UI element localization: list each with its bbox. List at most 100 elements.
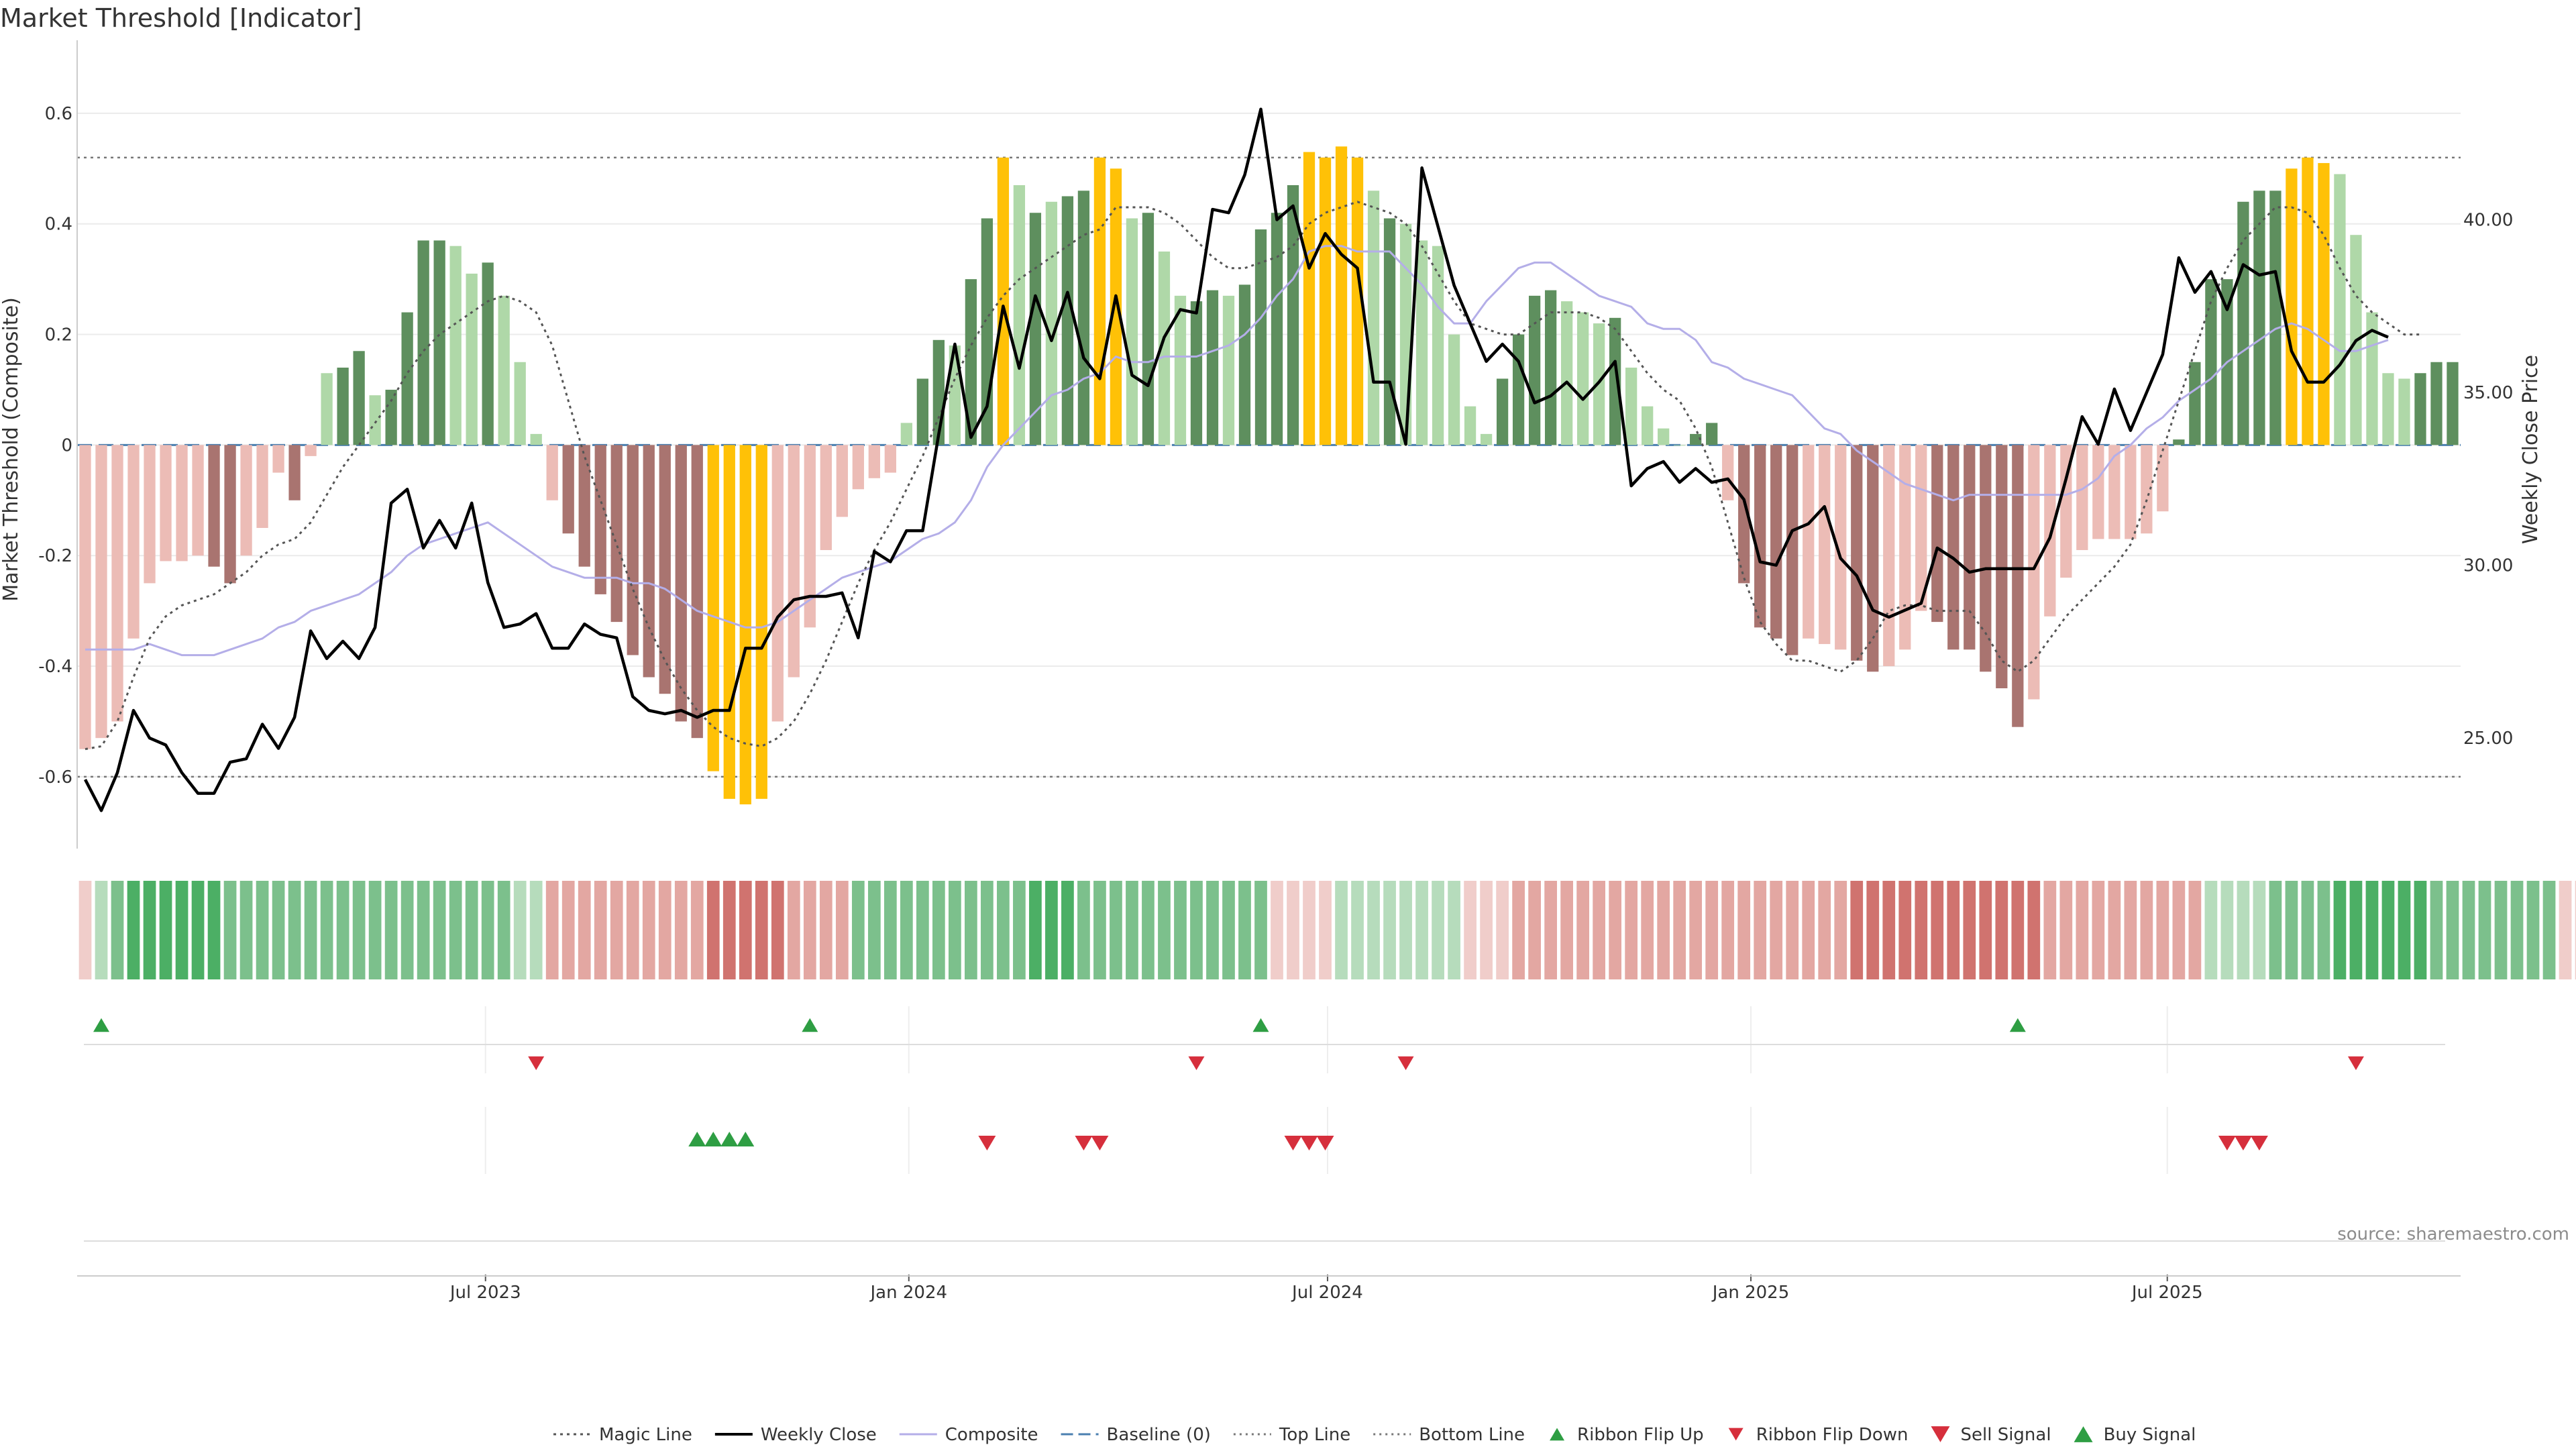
composite-bar [2028, 445, 2040, 700]
triangle-up-icon [2074, 1426, 2093, 1442]
ribbon-cell [2140, 881, 2153, 979]
ribbon-cell [819, 881, 833, 979]
composite-bar [2334, 174, 2346, 445]
composite-bar [1061, 196, 1074, 445]
composite-bar [2286, 168, 2298, 445]
ribbon-cell [417, 881, 430, 979]
sell-signal-marker [1091, 1135, 1109, 1151]
main-axes: -0.6 -0.4 -0.2 0 0.2 0.4 0.6 25.00 30.00 35.00 40.… [38, 40, 2513, 849]
composite-bar [2092, 445, 2104, 539]
ribbon-cell [497, 881, 511, 979]
legend-item: Bottom Line [1373, 1425, 1525, 1445]
ribbon-cell [2365, 881, 2379, 979]
composite-bar [1706, 423, 1718, 445]
ribbon-cell [1029, 881, 1042, 979]
composite-bar [2125, 445, 2137, 539]
composite-bar [256, 445, 268, 528]
ribbon-flip-down-marker [1188, 1056, 1205, 1071]
ribbon-cell [304, 881, 317, 979]
composite-bar [1206, 290, 1219, 445]
ribbon-cell [529, 881, 543, 979]
ribbon-cell [1882, 881, 1896, 979]
legend-label: Weekly Close [761, 1425, 877, 1445]
ribbon-cell [1190, 881, 1203, 979]
composite-bar [900, 423, 912, 445]
composite-bar [144, 445, 156, 584]
ribbon-cell [722, 881, 736, 979]
ribbon-cell [256, 881, 269, 979]
ribbon-cell [1464, 881, 1477, 979]
composite-bar [2108, 445, 2121, 539]
ribbon-cell [1995, 881, 2008, 979]
composite-bar [353, 351, 365, 445]
ribbon-cell [2333, 881, 2347, 979]
ribbon-cell [2301, 881, 2314, 979]
composite-bar [949, 345, 961, 445]
composite-bar [2060, 445, 2072, 578]
ribbon-cell [2172, 881, 2186, 979]
composite-bar [1415, 240, 1428, 445]
composite-bar [820, 445, 832, 550]
y-right-tick-label: 35.00 [2463, 383, 2513, 403]
composite-bar [79, 445, 91, 749]
ribbon-cell [1077, 881, 1090, 979]
composite-bar [1496, 378, 1509, 445]
ribbon-cell [1721, 881, 1735, 979]
composite-bar [2414, 373, 2426, 445]
composite-bar [2318, 163, 2330, 445]
composite-bar [2076, 445, 2088, 550]
signal-panels [84, 1006, 2445, 1242]
ribbon-cell [706, 881, 720, 979]
ribbon-cell [2559, 881, 2572, 979]
ribbon-cell [449, 881, 462, 979]
legend-label: Bottom Line [1419, 1425, 1525, 1445]
composite-bar [1174, 295, 1187, 445]
ribbon-cell [513, 881, 527, 979]
ribbon-cell [1915, 881, 1928, 979]
ribbon-cell [1786, 881, 1799, 979]
composite-bar [1013, 185, 1026, 445]
ribbon-cell [239, 881, 253, 979]
composite-bar [1335, 146, 1348, 445]
composite-bar [2189, 362, 2201, 445]
composite-bar [401, 312, 413, 445]
ribbon-cell [1818, 881, 1831, 979]
composite-bar [208, 445, 220, 567]
y-right-tick-label: 30.00 [2463, 556, 2513, 576]
ribbon-cell [2156, 881, 2169, 979]
buy-signal-marker [737, 1131, 755, 1147]
ribbon-cell [545, 881, 559, 979]
legend-label: Buy Signal [2104, 1425, 2196, 1445]
ribbon-cell [1689, 881, 1703, 979]
x-tick-label: Jul 2023 [449, 1283, 521, 1303]
legend-label: Sell Signal [1960, 1425, 2051, 1445]
composite-bar [1480, 433, 1493, 445]
ribbon-cell [1351, 881, 1364, 979]
composite-bar [2382, 373, 2394, 445]
ribbon-cell [561, 881, 575, 979]
composite-bar [1222, 295, 1235, 445]
ribbon-cell [223, 881, 237, 979]
legend-item: Top Line [1233, 1425, 1350, 1445]
ribbon-cell [1593, 881, 1606, 979]
composite-bar [1690, 433, 1702, 445]
ribbon-cell [1754, 881, 1767, 979]
y-right-tick-label: 25.00 [2463, 729, 2513, 749]
composite-bar [627, 445, 639, 655]
ribbon-cell [1174, 881, 1187, 979]
composite-bar [1835, 445, 1847, 650]
composite-bar [466, 273, 478, 445]
composite-bar [1931, 445, 1943, 623]
composite-bar [546, 445, 558, 500]
legend-item: Weekly Close [714, 1425, 877, 1445]
ribbon-cell [755, 881, 768, 979]
ribbon-cell [1544, 881, 1557, 979]
composite-bar [1609, 317, 1621, 445]
composite-bar [707, 445, 719, 771]
composite-bar [1867, 445, 1879, 672]
buy-signal-marker [720, 1131, 739, 1147]
composite-bar [176, 445, 188, 561]
ribbon-cell [739, 881, 752, 979]
ribbon-cell [78, 881, 92, 979]
ribbon-cell [1802, 881, 1815, 979]
